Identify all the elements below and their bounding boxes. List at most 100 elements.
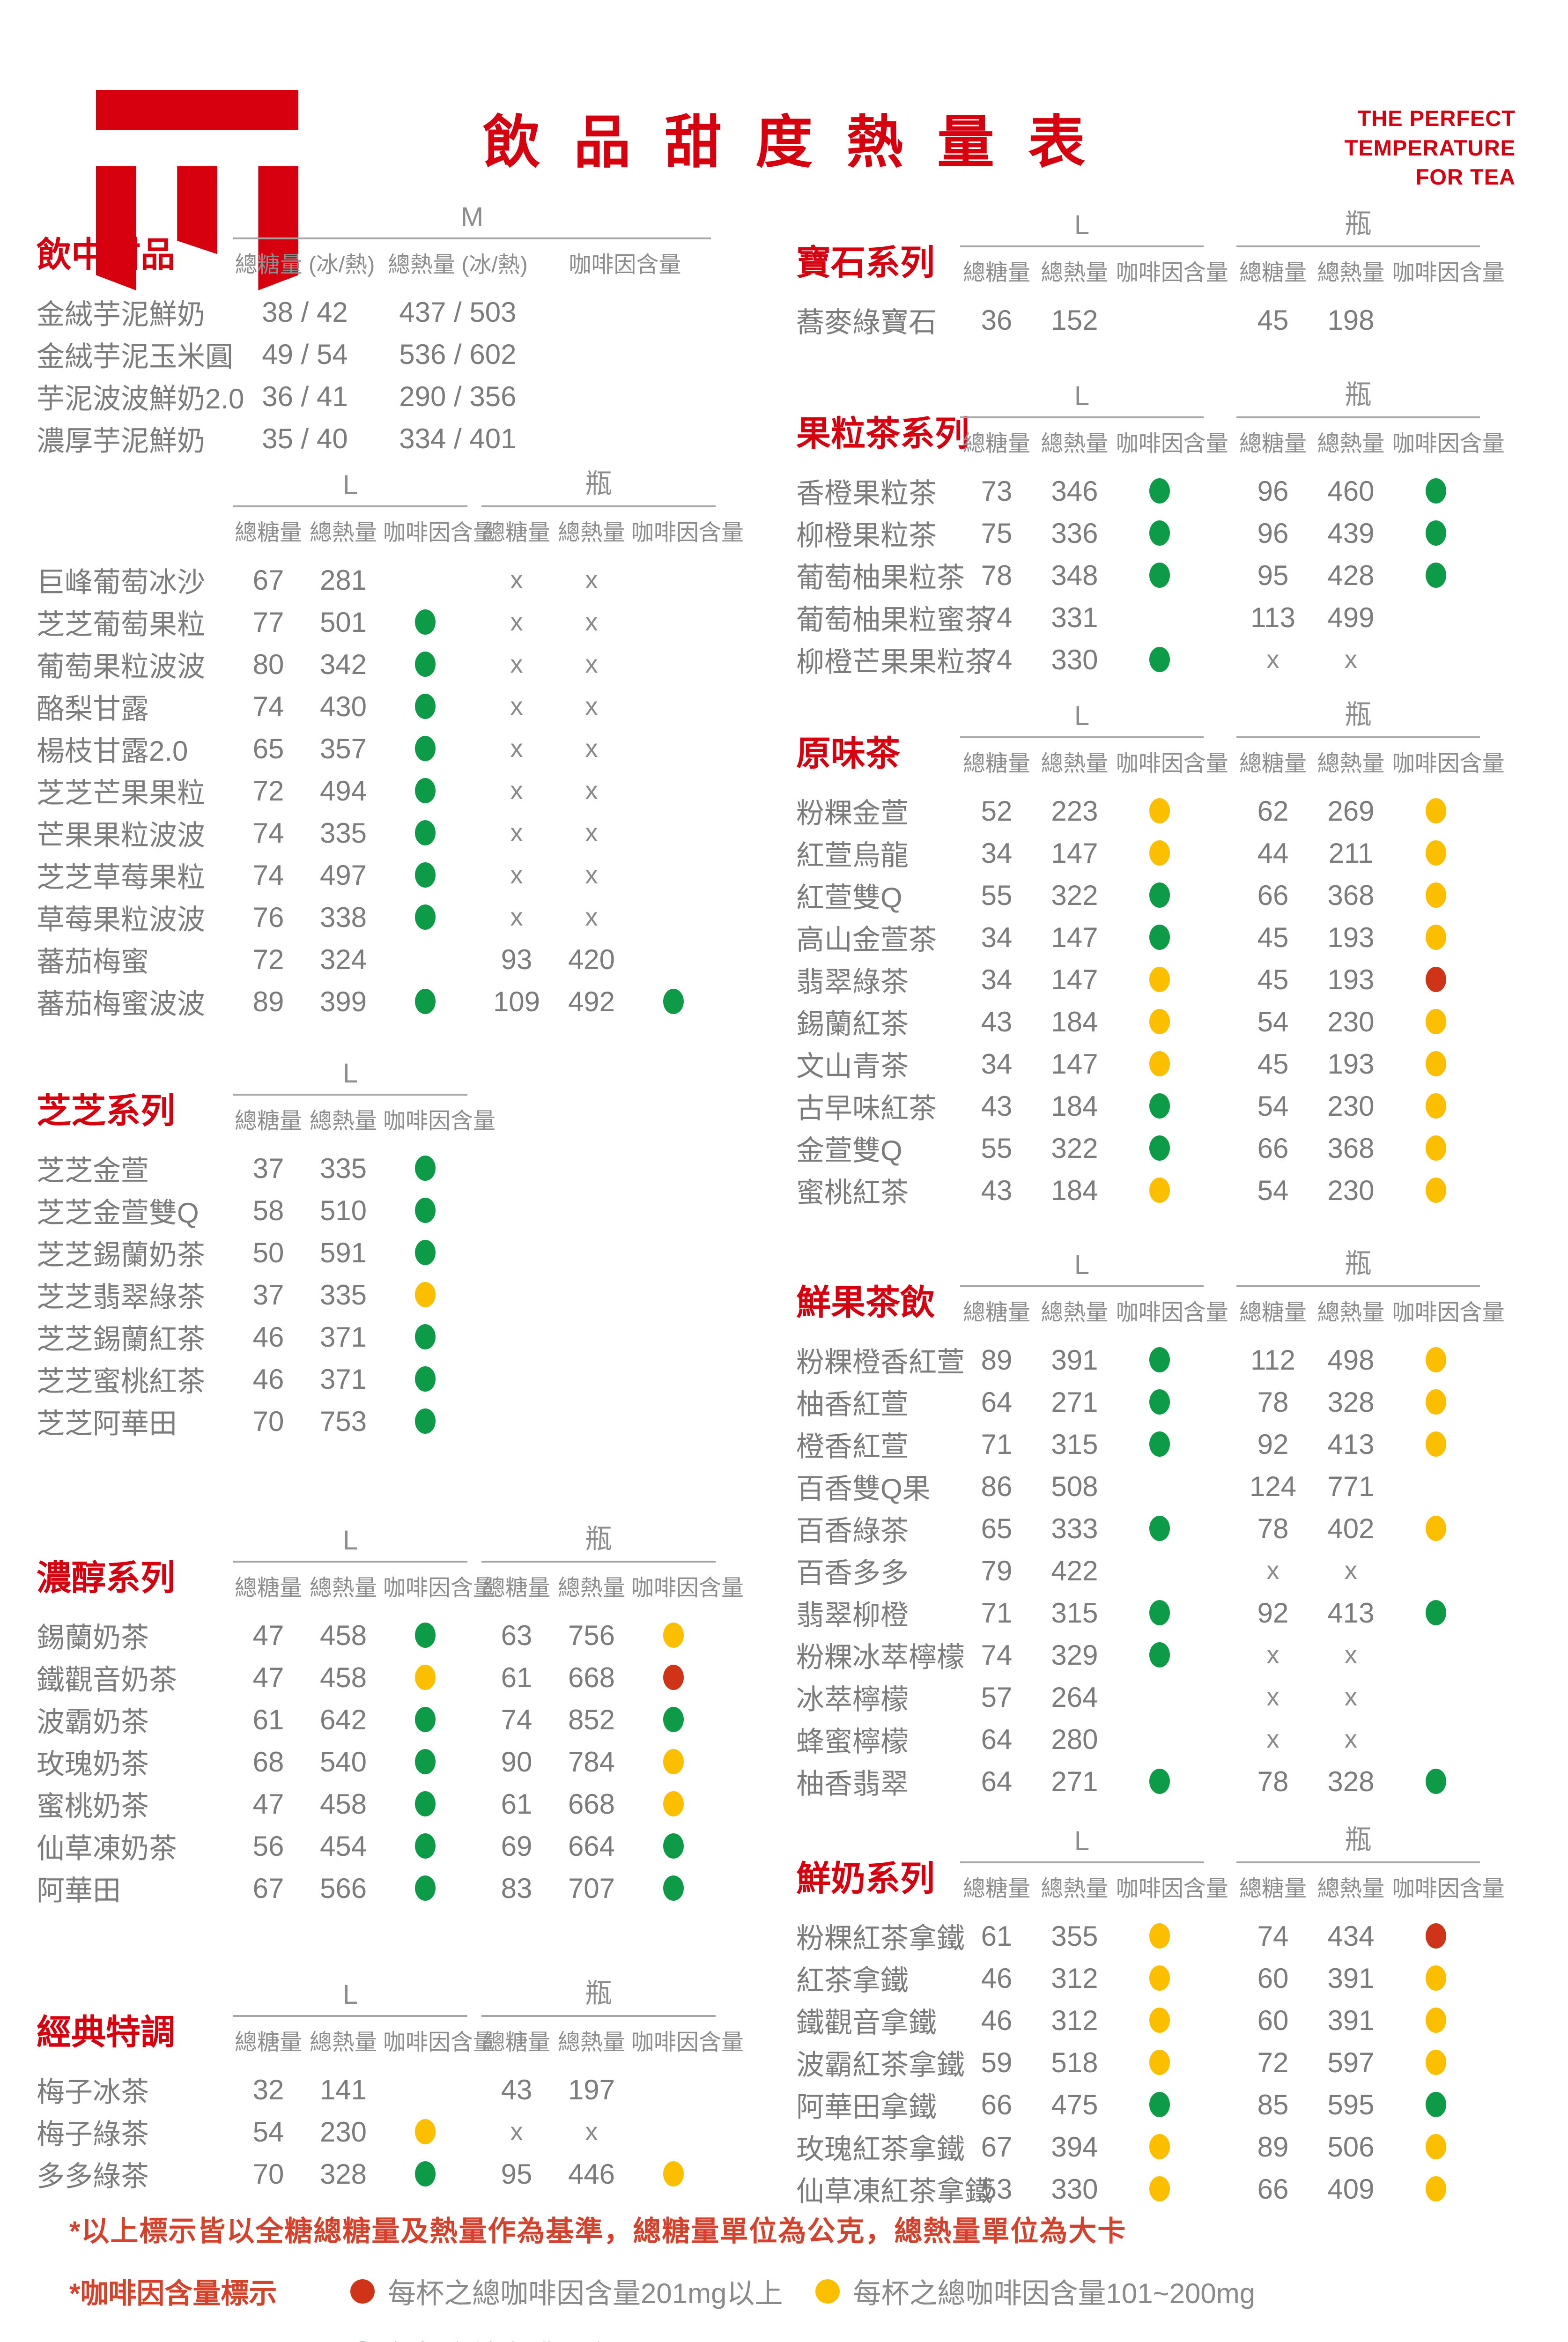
sugar-value: 74 [501,1704,533,1735]
item-name: 冰萃檸檬 [796,1683,909,1715]
calories-value: x [585,2118,598,2146]
calories-value: 184 [1051,1006,1098,1038]
menu-row: 紅萱烏龍 34 147 44 211 [796,832,1480,874]
calories-value: 852 [568,1704,615,1735]
caffeine-cell [383,736,467,761]
calories-value: x [585,903,598,931]
caffeine-cell [383,1875,467,1901]
sugar-value: 96 [1257,475,1289,507]
sugar-value: x [1266,1556,1280,1585]
calories-value: 501 [319,606,367,638]
menu-row: 蕃茄梅蜜 72 324 93 420 [37,938,716,980]
caffeine-cell [631,1665,716,1690]
column-headers: 總糖量 總熱量 咖啡因含量 [1236,745,1505,778]
size-group-header: L 總糖量 總熱量 咖啡因含量 [233,1979,496,2056]
size-label: L [960,1825,1204,1863]
menu-row: 蜜桃奶茶 47 458 61 668 [37,1783,716,1825]
green-dot-icon [1426,1769,1447,1794]
sugar-value: 67 [252,564,284,596]
page-title: 飲品甜度熱量表 [483,111,1119,175]
caffeine-cell [1116,1769,1204,1794]
column-header: 總熱量 [309,1109,377,1134]
sugar-value: 53 [981,2173,1013,2205]
item-name: 金絨芋泥玉米圓 [37,341,233,372]
yellow-dot-icon [1426,1389,1447,1415]
item-name: 梅子冰茶 [37,2076,149,2108]
green-dot-icon [415,1156,436,1181]
yellow-dot-icon [1149,1965,1170,1991]
sugar-value: x [510,692,523,720]
calories-value: x [1344,1725,1357,1753]
green-dot-icon [415,694,436,719]
calories-value: x [585,734,598,763]
size-group-values: 109 492 [481,986,716,1018]
sugar-value: 113 [1250,601,1295,633]
size-group-values: 70 753 [233,1405,467,1438]
menu-row: 波霸紅茶拿鐵 59 518 72 597 [796,2041,1480,2083]
caffeine-cell [1116,882,1204,908]
sugar-value: 35 / 40 [262,422,348,454]
calories-value: 335 [319,1152,367,1184]
green-dot-icon [1149,1600,1170,1625]
size-group-values: 95 428 [1236,559,1480,592]
item-name: 蜜桃奶茶 [37,1790,149,1822]
section-freshmilk: 鮮奶系列 L 總糖量 總熱量 咖啡因含量瓶總糖量 總熱量 咖啡因含量 粉粿紅茶拿鐵 61 355 7… [796,1817,1505,2210]
sugar-value: 96 [1257,517,1289,549]
column-header: 咖啡因含量 [1392,1876,1505,1901]
item-name: 錫蘭奶茶 [37,1622,149,1653]
size-group-values: 78 348 [960,559,1204,592]
size-group-header: L 總糖量 總熱量 咖啡因含量 [960,209,1228,287]
item-name: 楊枝甘露2.0 [37,735,188,767]
legend-text: 每杯之總咖啡因含量201mg以上 [388,2278,783,2309]
red-dot-icon [1426,1923,1447,1949]
green-dot-icon [415,1707,436,1732]
green-dot-icon [1149,1389,1170,1415]
calories-value: 498 [1327,1344,1375,1376]
sugar-value: x [510,608,523,636]
column-headers: 總糖量 總熱量 咖啡因含量 [960,1294,1228,1327]
calories-value: 597 [1327,2046,1375,2078]
column-headers: 總糖量 總熱量 咖啡因含量 [1236,254,1505,287]
caffeine-cell [1392,798,1480,823]
green-dot-icon [1149,882,1170,908]
calories-value: x [1344,1556,1357,1585]
calories-value: 668 [568,1661,615,1693]
calories-value: 312 [1051,1962,1098,1994]
size-group-values: 66 475 [960,2089,1204,2121]
calories-value: 152 [1051,304,1098,336]
caffeine-cell [1116,2092,1204,2117]
calories-value: 264 [1051,1681,1098,1713]
sugar-value: 72 [1257,2046,1289,2078]
size-group-values: 89 399 [233,986,467,1018]
calories-value: 439 [1327,517,1375,549]
menu-row: 橙香紅萱 71 315 92 413 [796,1423,1480,1465]
calories-value: 335 [319,1279,367,1311]
sugar-value: 64 [981,1723,1013,1755]
sugar-value: 71 [981,1597,1013,1629]
sugar-value: 77 [252,606,284,638]
caffeine-cell [1392,478,1480,504]
green-dot-icon [415,1198,436,1223]
sugar-value: 45 [1257,1048,1289,1080]
item-name: 粉粿橙香紅萱 [796,1346,965,1378]
calories-value: 184 [1051,1090,1098,1122]
item-name: 葡萄柚果粒蜜茶 [796,604,993,636]
green-dot-icon [415,904,436,930]
sugar-value: 46 [981,2004,1013,2036]
menu-row: 波霸奶茶 61 642 74 852 [37,1698,716,1741]
calories-value: 230 [1327,1006,1375,1038]
sugar-value: 46 [252,1321,284,1353]
size-group-values: 53 330 [960,2173,1204,2205]
size-group-values: 50 591 [233,1237,467,1269]
item-name: 芝芝阿華田 [37,1408,177,1439]
sugar-value: x [510,566,523,594]
item-name: 芋泥波波鮮奶2.0 [37,383,244,415]
calories-value: 312 [1051,2004,1098,2036]
sugar-value: 62 [1257,795,1289,827]
green-dot-icon [1149,563,1170,588]
section-title: 原味茶 [796,734,900,773]
calories-value: 271 [1051,1765,1098,1797]
size-group-values: 74 852 [481,1704,716,1736]
green-dot-icon [1149,1431,1170,1457]
calories-value: 458 [319,1619,367,1651]
